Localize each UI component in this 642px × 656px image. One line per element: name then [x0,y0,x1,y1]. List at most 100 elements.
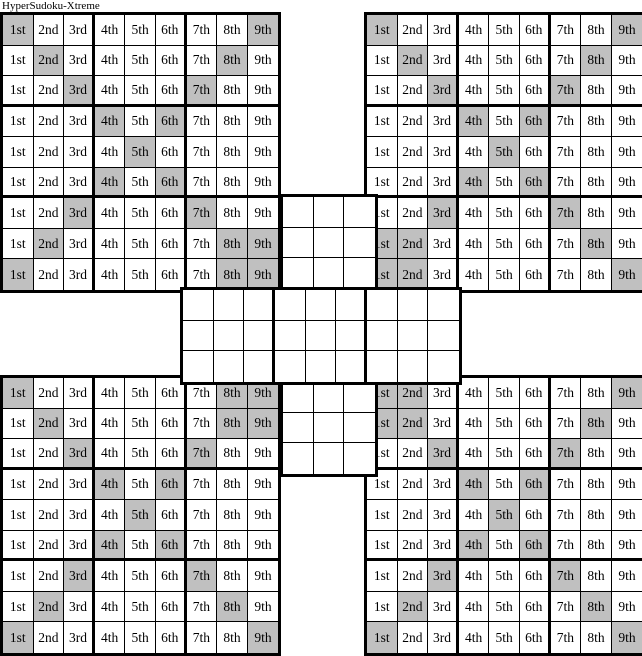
connector-cell[interactable] [213,320,245,352]
sudoku-cell[interactable]: 6th [519,530,551,562]
sudoku-cell[interactable]: 4th [94,76,126,107]
sudoku-cell[interactable]: 8th [217,15,248,46]
sudoku-cell[interactable]: 2nd [33,408,65,440]
sudoku-cell[interactable]: 6th [519,259,551,290]
sudoku-cell[interactable]: 4th [94,45,126,77]
sudoku-cell[interactable]: 3rd [428,469,459,501]
connector-cell[interactable] [367,320,398,352]
sudoku-cell[interactable]: 1st [367,591,398,623]
sudoku-cell[interactable]: 2nd [33,198,65,229]
sudoku-cell[interactable]: 2nd [397,228,429,260]
connector-cell[interactable] [183,320,214,352]
sudoku-cell[interactable]: 5th [489,228,520,260]
sudoku-cell[interactable]: 6th [519,106,551,138]
connector-cell[interactable] [244,351,275,382]
sudoku-cell[interactable]: 3rd [64,439,95,470]
sudoku-cell[interactable]: 6th [155,469,187,501]
sudoku-cell[interactable]: 2nd [397,439,429,470]
sudoku-cell[interactable]: 2nd [397,591,429,623]
sudoku-cell[interactable]: 2nd [397,500,429,531]
sudoku-cell[interactable]: 3rd [428,622,459,653]
sudoku-cell[interactable]: 9th [611,378,642,409]
sudoku-cell[interactable]: 6th [519,408,551,440]
sudoku-cell[interactable]: 9th [611,561,642,592]
sudoku-cell[interactable]: 7th [550,439,582,470]
sudoku-cell[interactable]: 5th [489,167,520,199]
sudoku-cell[interactable]: 6th [155,167,187,199]
sudoku-cell[interactable]: 2nd [33,469,65,501]
sudoku-cell[interactable]: 9th [247,408,279,440]
sudoku-cell[interactable]: 3rd [64,408,95,440]
sudoku-cell[interactable]: 3rd [64,167,95,199]
sudoku-cell[interactable]: 9th [611,439,642,470]
connector-cell[interactable] [283,227,314,259]
sudoku-cell[interactable]: 5th [125,167,156,199]
sudoku-cell[interactable]: 9th [247,469,279,501]
connector-block-left-top[interactable] [280,194,378,292]
sudoku-cell[interactable]: 9th [247,622,279,653]
sudoku-cell[interactable]: 8th [581,469,612,501]
sudoku-cell[interactable]: 1st [367,561,398,592]
sudoku-cell[interactable]: 4th [458,500,490,531]
sudoku-cell[interactable]: 4th [458,408,490,440]
sudoku-cell[interactable]: 5th [125,259,156,290]
sudoku-cell[interactable]: 5th [125,198,156,229]
sudoku-cell[interactable]: 8th [581,408,612,440]
sudoku-cell[interactable]: 6th [155,561,187,592]
sudoku-cell[interactable]: 3rd [428,561,459,592]
sudoku-cell[interactable]: 9th [611,167,642,199]
sudoku-cell[interactable]: 1st [3,500,34,531]
sudoku-cell[interactable]: 4th [94,378,126,409]
sudoku-cell[interactable]: 5th [125,15,156,46]
sudoku-cell[interactable]: 6th [519,591,551,623]
sudoku-cell[interactable]: 8th [217,228,248,260]
sudoku-cell[interactable]: 4th [458,259,490,290]
sudoku-cell[interactable]: 2nd [33,439,65,470]
sudoku-cell[interactable]: 3rd [64,591,95,623]
sudoku-cell[interactable]: 7th [186,469,218,501]
connector-cell[interactable] [283,412,314,444]
sudoku-cell[interactable]: 7th [550,45,582,77]
sudoku-cell[interactable]: 4th [458,591,490,623]
sudoku-cell[interactable]: 8th [217,469,248,501]
connector-cell[interactable] [336,351,367,382]
connector-cell[interactable] [213,290,245,321]
sudoku-cell[interactable]: 9th [611,408,642,440]
sudoku-cell[interactable]: 3rd [428,259,459,290]
sudoku-cell[interactable]: 2nd [33,259,65,290]
connector-cell[interactable] [428,351,459,382]
sudoku-cell[interactable]: 6th [155,622,187,653]
sudoku-cell[interactable]: 3rd [64,198,95,229]
connector-cell[interactable] [313,197,345,228]
sudoku-cell[interactable]: 2nd [33,500,65,531]
sudoku-cell[interactable]: 3rd [428,530,459,562]
sudoku-cell[interactable]: 4th [458,622,490,653]
connector-cell[interactable] [344,382,375,413]
sudoku-cell[interactable]: 4th [458,378,490,409]
sudoku-cell[interactable]: 4th [94,500,126,531]
sudoku-cell[interactable]: 1st [3,15,34,46]
sudoku-cell[interactable]: 3rd [428,45,459,77]
sudoku-cell[interactable]: 7th [186,45,218,77]
sudoku-cell[interactable]: 5th [125,469,156,501]
sudoku-cell[interactable]: 8th [581,198,612,229]
sudoku-cell[interactable]: 8th [217,591,248,623]
sudoku-cell[interactable]: 3rd [64,15,95,46]
sudoku-cell[interactable]: 6th [155,228,187,260]
connector-cell[interactable] [244,320,275,352]
connector-cell[interactable] [183,290,214,321]
sudoku-cell[interactable]: 7th [186,622,218,653]
sudoku-cell[interactable]: 3rd [64,530,95,562]
connector-cell[interactable] [397,290,429,321]
sudoku-cell[interactable]: 5th [125,500,156,531]
sudoku-cell[interactable]: 4th [458,106,490,138]
sudoku-cell[interactable]: 2nd [33,378,65,409]
sudoku-cell[interactable]: 5th [125,76,156,107]
sudoku-cell[interactable]: 6th [155,198,187,229]
sudoku-cell[interactable]: 7th [550,622,582,653]
sudoku-cell[interactable]: 5th [125,530,156,562]
sudoku-cell[interactable]: 9th [611,591,642,623]
sudoku-cell[interactable]: 9th [611,137,642,168]
sudoku-cell[interactable]: 8th [581,259,612,290]
sudoku-cell[interactable]: 1st [367,137,398,168]
